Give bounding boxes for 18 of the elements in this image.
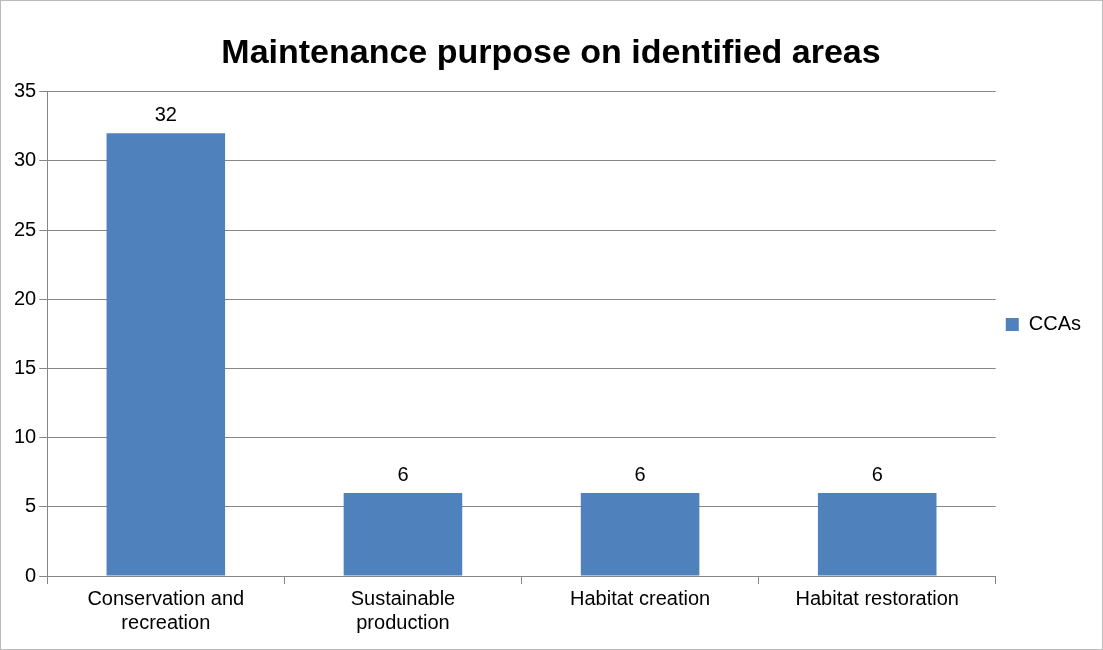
- y-tick-label: 35: [14, 79, 37, 102]
- legend-label: CCAs: [1028, 312, 1082, 335]
- data-label: 6: [397, 462, 409, 485]
- y-tick-label: 0: [25, 563, 37, 586]
- x-tick-label: Sustainable production: [350, 586, 456, 633]
- data-label: 6: [634, 462, 646, 485]
- chart-title: Maintenance purpose on identified areas: [221, 31, 881, 70]
- y-tick-label: 20: [14, 286, 37, 309]
- data-label: 6: [871, 462, 883, 485]
- y-tick-label: 30: [14, 148, 37, 171]
- y-tick-label: 15: [14, 356, 37, 378]
- data-label: 32: [154, 102, 177, 125]
- y-tick-label: 5: [25, 494, 37, 517]
- x-tick-label: Conservation and recreation: [87, 586, 245, 633]
- y-tick-label: 25: [14, 217, 37, 240]
- x-tick-label: Habitat restoration: [795, 586, 959, 609]
- y-tick-label: 10: [14, 425, 37, 448]
- x-tick-label: Habitat creation: [570, 586, 711, 609]
